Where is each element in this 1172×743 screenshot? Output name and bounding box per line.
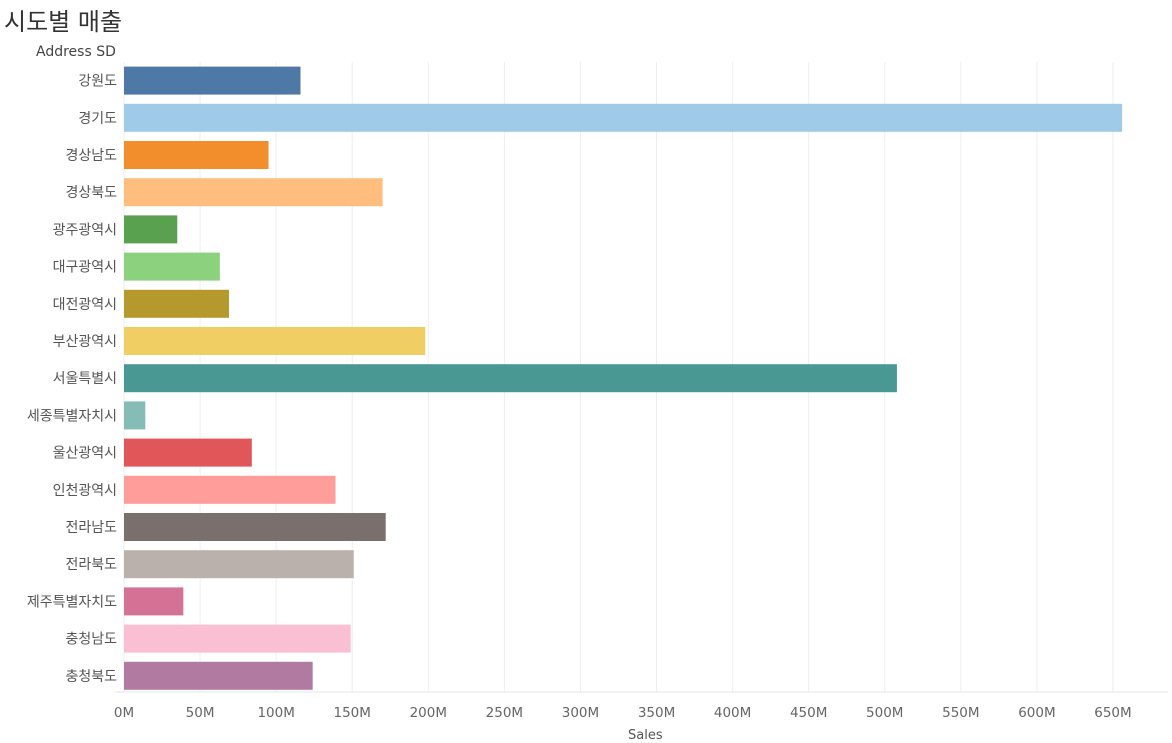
bar[interactable] — [124, 289, 229, 318]
bar[interactable] — [124, 550, 354, 579]
category-label: 울산광역시 — [53, 446, 117, 462]
category-label: 경상북도 — [65, 185, 117, 201]
bar[interactable] — [124, 66, 301, 95]
bar[interactable] — [124, 475, 336, 504]
category-label: 제주특별자치도 — [27, 594, 117, 610]
category-label: 충청북도 — [65, 669, 117, 685]
bar[interactable] — [124, 624, 351, 653]
bar[interactable] — [124, 252, 220, 281]
bar[interactable] — [124, 215, 178, 244]
category-label: 대전광역시 — [53, 297, 117, 313]
bar[interactable] — [124, 178, 383, 207]
category-label: 경기도 — [78, 111, 117, 127]
x-tick-label: 400M — [714, 705, 751, 721]
x-tick-label: 500M — [866, 705, 903, 721]
bar[interactable] — [124, 661, 313, 690]
category-field-label: Address SD — [36, 44, 116, 60]
x-tick-label: 150M — [334, 705, 371, 721]
x-tick-label: 350M — [638, 705, 675, 721]
bar[interactable] — [124, 141, 269, 169]
chart-title: 시도별 매출 — [4, 8, 123, 36]
bar[interactable] — [124, 364, 897, 393]
x-tick-label: 650M — [1094, 705, 1131, 721]
category-label: 부산광역시 — [53, 334, 117, 350]
x-tick-label: 550M — [942, 705, 979, 721]
bar[interactable] — [124, 401, 146, 430]
x-tick-label: 300M — [562, 705, 599, 721]
category-label: 인천광역시 — [53, 483, 117, 499]
category-label: 경상남도 — [65, 148, 117, 164]
bar[interactable] — [124, 587, 184, 616]
category-label: 서울특별시 — [53, 371, 117, 387]
category-label: 전라북도 — [65, 557, 117, 573]
category-label: 대구광역시 — [53, 260, 117, 276]
bar[interactable] — [124, 327, 426, 355]
bar[interactable] — [124, 438, 252, 467]
x-tick-label: 0M — [114, 705, 134, 721]
category-label: 전라남도 — [65, 520, 117, 536]
category-label: 강원도 — [78, 74, 117, 90]
x-tick-label: 200M — [410, 705, 447, 721]
category-label: 광주광역시 — [53, 222, 117, 238]
x-tick-label: 100M — [257, 705, 294, 721]
x-tick-label: 450M — [790, 705, 827, 721]
x-tick-label: 50M — [186, 705, 215, 721]
x-tick-label: 600M — [1018, 705, 1055, 721]
category-label: 세종특별자치시 — [27, 408, 117, 424]
x-tick-label: 250M — [486, 705, 523, 721]
category-label: 충청남도 — [65, 632, 117, 648]
bar[interactable] — [124, 103, 1123, 132]
bar[interactable] — [124, 513, 386, 541]
